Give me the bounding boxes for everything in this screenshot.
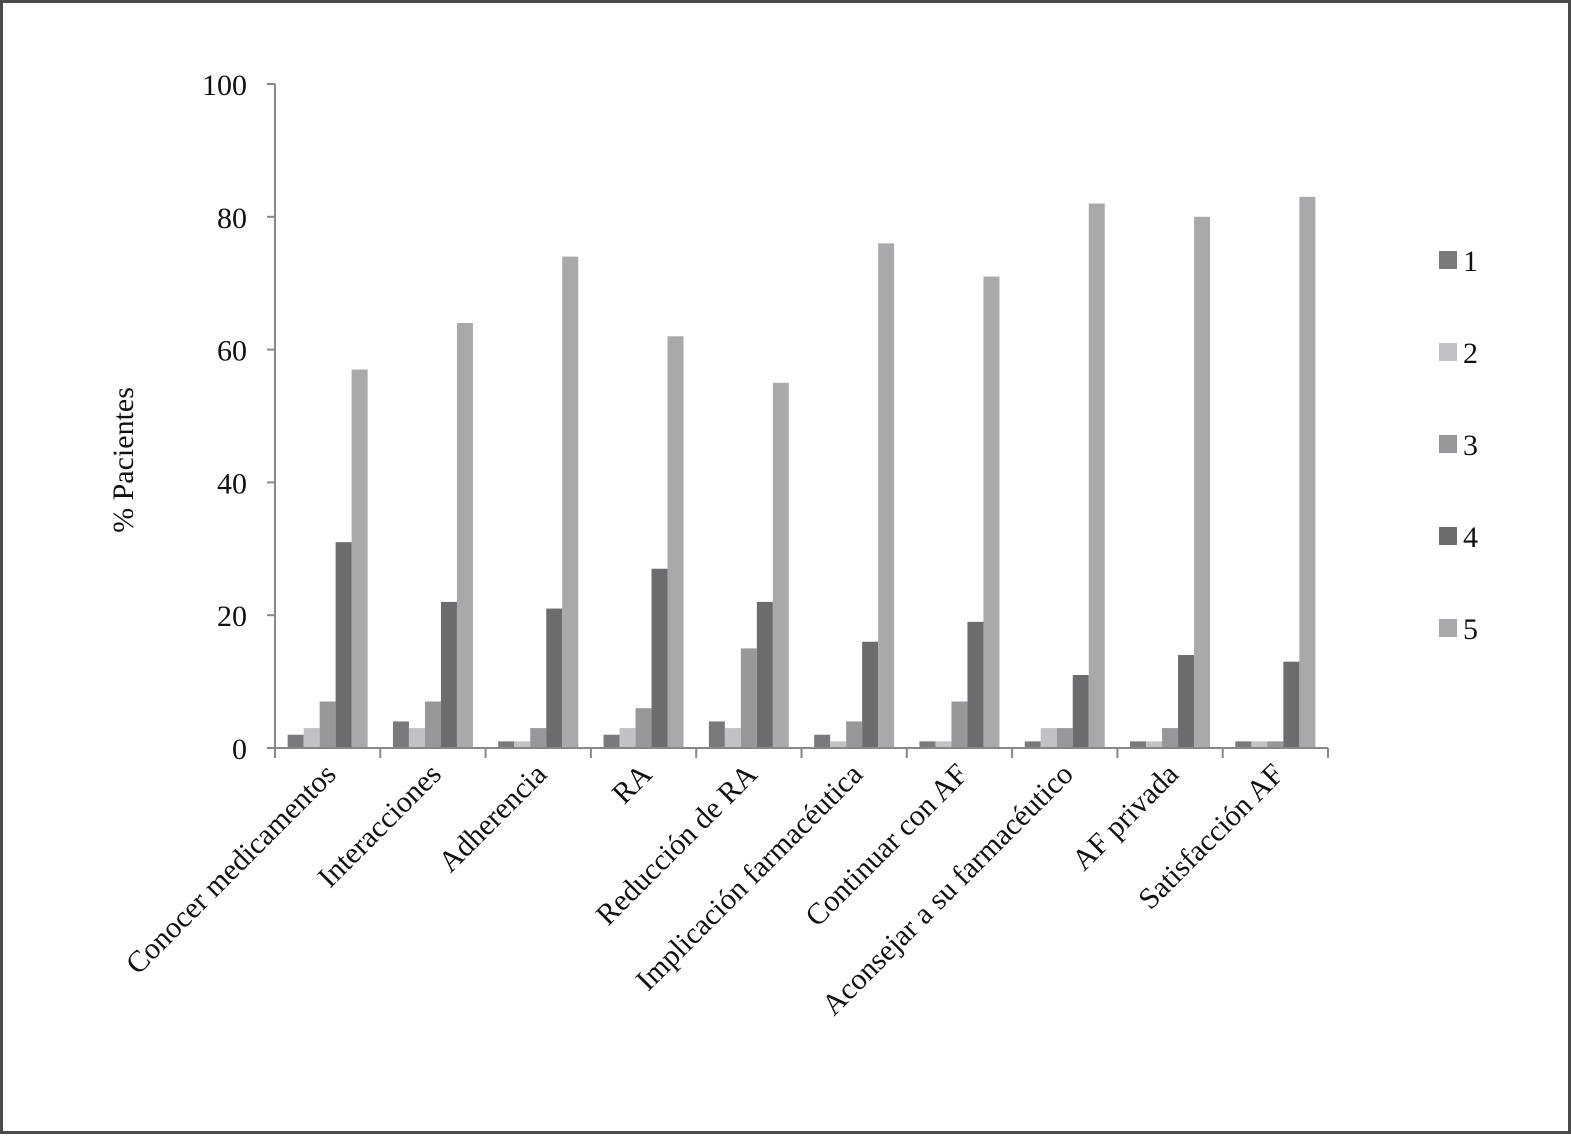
bar-1-10 <box>1235 741 1252 748</box>
y-axis-title: % Pacientes <box>107 387 140 533</box>
legend-label-5: 5 <box>1463 613 1478 646</box>
bar-2-10 <box>1251 741 1268 748</box>
bar-4-1 <box>335 542 352 748</box>
y-tick-label: 100 <box>202 69 247 102</box>
bar-2-7 <box>935 741 952 748</box>
bar-2-5 <box>724 728 741 748</box>
category-label: Adherencia <box>432 758 553 879</box>
bar-1-1 <box>287 734 304 748</box>
bar-2-8 <box>1040 728 1057 748</box>
bar-5-2 <box>456 323 473 748</box>
bar-4-6 <box>862 641 879 748</box>
bar-2-1 <box>303 728 320 748</box>
bar-5-8 <box>1088 203 1105 748</box>
bar-1-8 <box>1024 741 1041 748</box>
bar-3-5 <box>740 648 757 748</box>
y-tick-label: 80 <box>217 202 247 235</box>
bar-1-2 <box>392 721 409 748</box>
bar-3-8 <box>1056 728 1073 748</box>
bar-4-2 <box>440 601 457 748</box>
y-tick-label: 0 <box>232 733 247 766</box>
legend-label-2: 2 <box>1463 337 1478 370</box>
bars-group <box>287 196 1316 749</box>
category-label: Conocer medicamentos <box>120 758 343 981</box>
bar-3-3 <box>530 728 547 748</box>
bar-2-2 <box>408 728 425 748</box>
bar-4-5 <box>756 601 773 748</box>
bar-4-3 <box>546 608 563 748</box>
bar-3-1 <box>319 701 336 748</box>
legend-swatch-2 <box>1439 343 1457 361</box>
bar-4-9 <box>1178 655 1195 748</box>
bar-2-6 <box>830 741 847 748</box>
bar-5-5 <box>772 382 789 748</box>
bar-5-10 <box>1299 196 1316 748</box>
bar-4-8 <box>1072 674 1089 748</box>
bar-4-10 <box>1283 661 1300 748</box>
legend-label-4: 4 <box>1463 521 1478 554</box>
legend-label-3: 3 <box>1463 429 1478 462</box>
bar-1-7 <box>919 741 936 748</box>
bar-2-9 <box>1146 741 1163 748</box>
bar-3-9 <box>1162 728 1179 748</box>
bar-4-7 <box>967 621 984 748</box>
legend-swatch-4 <box>1439 527 1457 545</box>
bar-1-9 <box>1130 741 1147 748</box>
bar-2-3 <box>514 741 531 748</box>
bar-1-3 <box>498 741 515 748</box>
y-tick-label: 60 <box>217 335 247 368</box>
axes-group <box>274 84 1329 758</box>
bar-chart: 0 20 40 60 80 100 Conocer medicamentosInterac… <box>107 69 1478 1022</box>
bar-5-6 <box>878 243 895 749</box>
legend-swatch-5 <box>1439 619 1457 637</box>
legend-swatch-3 <box>1439 435 1457 453</box>
bar-3-10 <box>1267 741 1284 748</box>
category-label: RA <box>606 757 659 810</box>
bar-3-4 <box>635 708 652 748</box>
bar-3-6 <box>846 721 863 748</box>
bar-4-4 <box>651 568 668 748</box>
legend: 1 2 3 4 5 <box>1439 245 1478 646</box>
bar-1-5 <box>708 721 725 748</box>
bar-5-1 <box>351 369 368 748</box>
bar-2-4 <box>619 728 636 748</box>
y-tick-label: 20 <box>217 600 247 633</box>
bar-5-3 <box>562 256 579 748</box>
category-labels-group: Conocer medicamentosInteraccionesAdheren… <box>120 757 1291 1021</box>
bar-5-7 <box>983 276 1000 748</box>
y-ticks-group: 0 20 40 60 80 100 <box>202 69 275 766</box>
bar-1-4 <box>603 734 620 748</box>
legend-swatch-1 <box>1439 251 1457 269</box>
bar-1-6 <box>814 734 831 748</box>
bar-5-4 <box>667 336 684 748</box>
bar-5-9 <box>1194 216 1211 749</box>
y-tick-label: 40 <box>217 467 247 500</box>
bar-3-7 <box>951 701 968 748</box>
bar-3-2 <box>424 701 441 748</box>
legend-label-1: 1 <box>1463 245 1478 278</box>
